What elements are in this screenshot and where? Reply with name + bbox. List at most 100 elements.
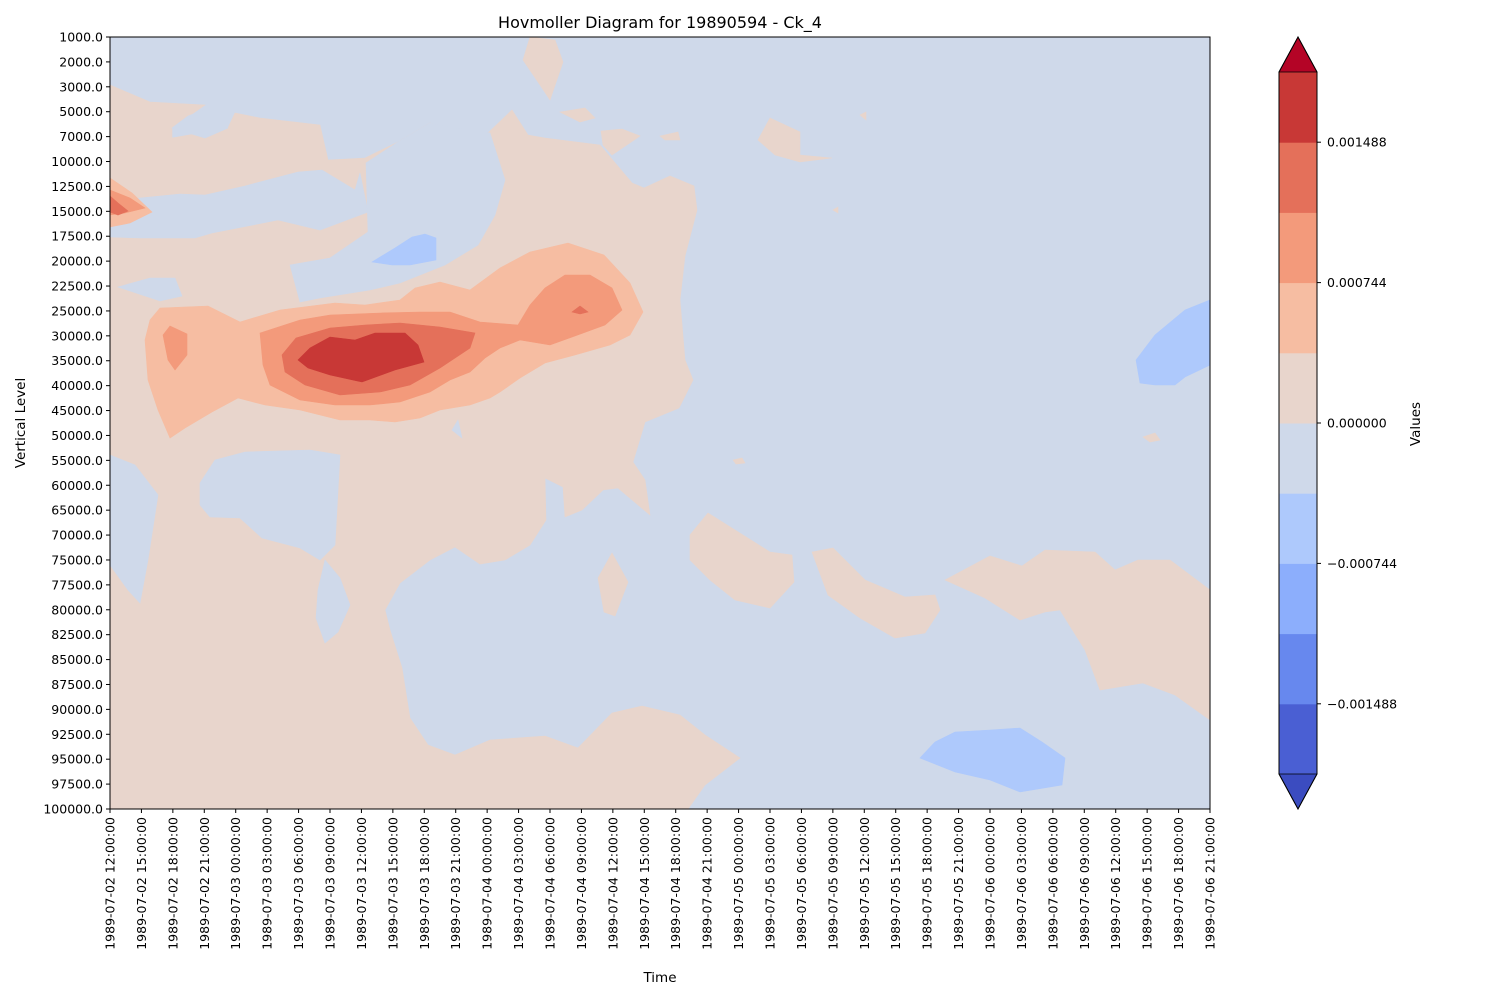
colorbar-tick-label: −0.000744 xyxy=(1327,556,1397,571)
colorbar-band xyxy=(1279,493,1317,564)
y-tick-label: 1000.0 xyxy=(59,30,103,45)
y-tick-label: 65000.0 xyxy=(51,503,103,518)
contour-band-very-strong-positive xyxy=(297,332,425,383)
colorbar-band xyxy=(1279,703,1317,775)
x-tick-label: 1989-07-04 15:00:00 xyxy=(637,817,652,950)
x-tick-label: 1989-07-04 09:00:00 xyxy=(574,817,589,950)
y-tick-label: 25000.0 xyxy=(51,303,103,318)
x-axis-label: Time xyxy=(642,970,676,986)
colorbar-extend-min-arrow xyxy=(1278,773,1318,810)
y-tick-label: 3000.0 xyxy=(59,79,103,94)
contour-band-moderately-negative xyxy=(1135,299,1210,386)
y-tick-label: 22500.0 xyxy=(51,279,103,294)
x-tick-label: 1989-07-06 12:00:00 xyxy=(1108,817,1123,950)
contour-band-slightly-positive xyxy=(600,128,641,156)
contour-band-slightly-positive xyxy=(832,206,839,214)
colorbar-tick-label: 0.001488 xyxy=(1327,135,1387,150)
plot-frame xyxy=(109,36,1211,810)
y-tick-label: 70000.0 xyxy=(51,528,103,543)
contour-band-slightly-positive xyxy=(522,37,564,101)
contour-band-slightly-positive xyxy=(689,512,795,609)
x-tick-label: 1989-07-02 18:00:00 xyxy=(165,817,180,950)
y-tick-label: 35000.0 xyxy=(51,353,103,368)
y-tick-label: 17500.0 xyxy=(51,229,103,244)
y-tick-label: 10000.0 xyxy=(51,154,103,169)
contour-band-medium-positive xyxy=(162,325,188,371)
contour-band-strong-positive xyxy=(571,305,589,315)
contour-band-slightly-negative xyxy=(171,107,229,139)
x-tick-label: 1989-07-03 15:00:00 xyxy=(385,817,400,950)
y-tick-label: 55000.0 xyxy=(51,453,103,468)
colorbar-band xyxy=(1279,352,1317,424)
y-axis: 1000.0 2000.0 3000.0 5000.0 7000.0 10000.0 125… xyxy=(43,30,110,817)
x-tick-label: 1989-07-04 12:00:00 xyxy=(605,817,620,950)
x-tick-label: 1989-07-06 15:00:00 xyxy=(1140,817,1155,950)
contour-band-slightly-positive xyxy=(757,117,833,163)
plot-area xyxy=(110,37,1210,809)
contour-band-slightly-positive xyxy=(1142,432,1161,443)
y-tick-label: 87500.0 xyxy=(51,677,103,692)
x-tick-label: 1989-07-05 12:00:00 xyxy=(857,817,872,950)
contour-band-slightly-negative xyxy=(199,449,341,561)
y-axis-label: Vertical Level xyxy=(13,378,29,468)
x-tick-label: 1989-07-05 03:00:00 xyxy=(763,817,778,950)
contour-band-moderately-negative xyxy=(371,233,437,266)
contour-band-slightly-negative xyxy=(116,277,183,302)
y-tick-label: 85000.0 xyxy=(51,652,103,667)
colorbar-band xyxy=(1279,142,1317,213)
colorbar-band xyxy=(1279,72,1317,143)
colorbar-band xyxy=(1279,282,1317,354)
contour-band-slightly-positive xyxy=(732,457,746,465)
x-tick-label: 1989-07-05 06:00:00 xyxy=(794,817,809,950)
x-tick-label: 1989-07-02 12:00:00 xyxy=(103,817,118,950)
x-tick-label: 1989-07-06 03:00:00 xyxy=(1014,817,1029,950)
colorbar-tick-label: 0.000744 xyxy=(1327,275,1387,290)
colorbar-tick-label: −0.001488 xyxy=(1327,696,1397,711)
x-tick-label: 1989-07-06 18:00:00 xyxy=(1171,817,1186,950)
contour-band-slightly-negative xyxy=(289,122,506,303)
y-tick-label: 97500.0 xyxy=(51,777,103,792)
y-tick-label: 50000.0 xyxy=(51,428,103,443)
contour-band-slightly-positive xyxy=(559,107,596,123)
x-tick-label: 1989-07-03 06:00:00 xyxy=(291,817,306,950)
y-tick-label: 12500.0 xyxy=(51,179,103,194)
colorbar-extend-max-arrow xyxy=(1278,36,1318,73)
y-tick-label: 30000.0 xyxy=(51,328,103,343)
y-tick-label: 7000.0 xyxy=(59,129,103,144)
contour-band-slightly-positive xyxy=(859,111,867,121)
y-tick-label: 75000.0 xyxy=(51,552,103,567)
colorbar-band xyxy=(1279,423,1317,494)
contour-band-slightly-negative xyxy=(451,419,463,439)
colorbar-label: Values xyxy=(1408,402,1424,446)
contour-band-slightly-positive xyxy=(597,552,629,617)
contour-band-slightly-positive xyxy=(811,547,941,639)
x-tick-label: 1989-07-06 00:00:00 xyxy=(983,817,998,950)
y-tick-label: 80000.0 xyxy=(51,602,103,617)
y-tick-label: 60000.0 xyxy=(51,478,103,493)
x-tick-label: 1989-07-02 21:00:00 xyxy=(197,817,212,950)
colorbar-tick-label: 0.000000 xyxy=(1327,416,1387,431)
x-tick-label: 1989-07-04 00:00:00 xyxy=(480,817,495,950)
x-tick-label: 1989-07-06 09:00:00 xyxy=(1077,817,1092,950)
x-tick-label: 1989-07-03 03:00:00 xyxy=(260,817,275,950)
x-tick-label: 1989-07-05 00:00:00 xyxy=(731,817,746,950)
x-tick-label: 1989-07-04 21:00:00 xyxy=(700,817,715,950)
colorbar: 0.001488 0.000744 0.000000 −0.000744 −0.0014… xyxy=(1278,35,1397,811)
x-tick-label: 1989-07-05 18:00:00 xyxy=(920,817,935,950)
x-tick-label: 1989-07-03 12:00:00 xyxy=(354,817,369,950)
y-tick-label: 5000.0 xyxy=(59,104,103,119)
contour-band-slightly-negative xyxy=(110,454,159,604)
y-tick-label: 90000.0 xyxy=(51,702,103,717)
x-tick-label: 1989-07-02 15:00:00 xyxy=(134,817,149,950)
chart-title: Hovmoller Diagram for 19890594 - Ck_4 xyxy=(498,13,822,33)
y-tick-label: 100000.0 xyxy=(43,802,103,817)
x-tick-label: 1989-07-03 09:00:00 xyxy=(323,817,338,950)
y-tick-label: 40000.0 xyxy=(51,378,103,393)
y-tick-label: 2000.0 xyxy=(59,54,103,69)
x-tick-label: 1989-07-04 06:00:00 xyxy=(543,817,558,950)
colorbar-outline xyxy=(1278,35,1318,811)
colorbar-band xyxy=(1279,633,1317,705)
contour-band-slightly-positive xyxy=(944,549,1210,721)
x-tick-label: 1989-07-03 18:00:00 xyxy=(417,817,432,950)
